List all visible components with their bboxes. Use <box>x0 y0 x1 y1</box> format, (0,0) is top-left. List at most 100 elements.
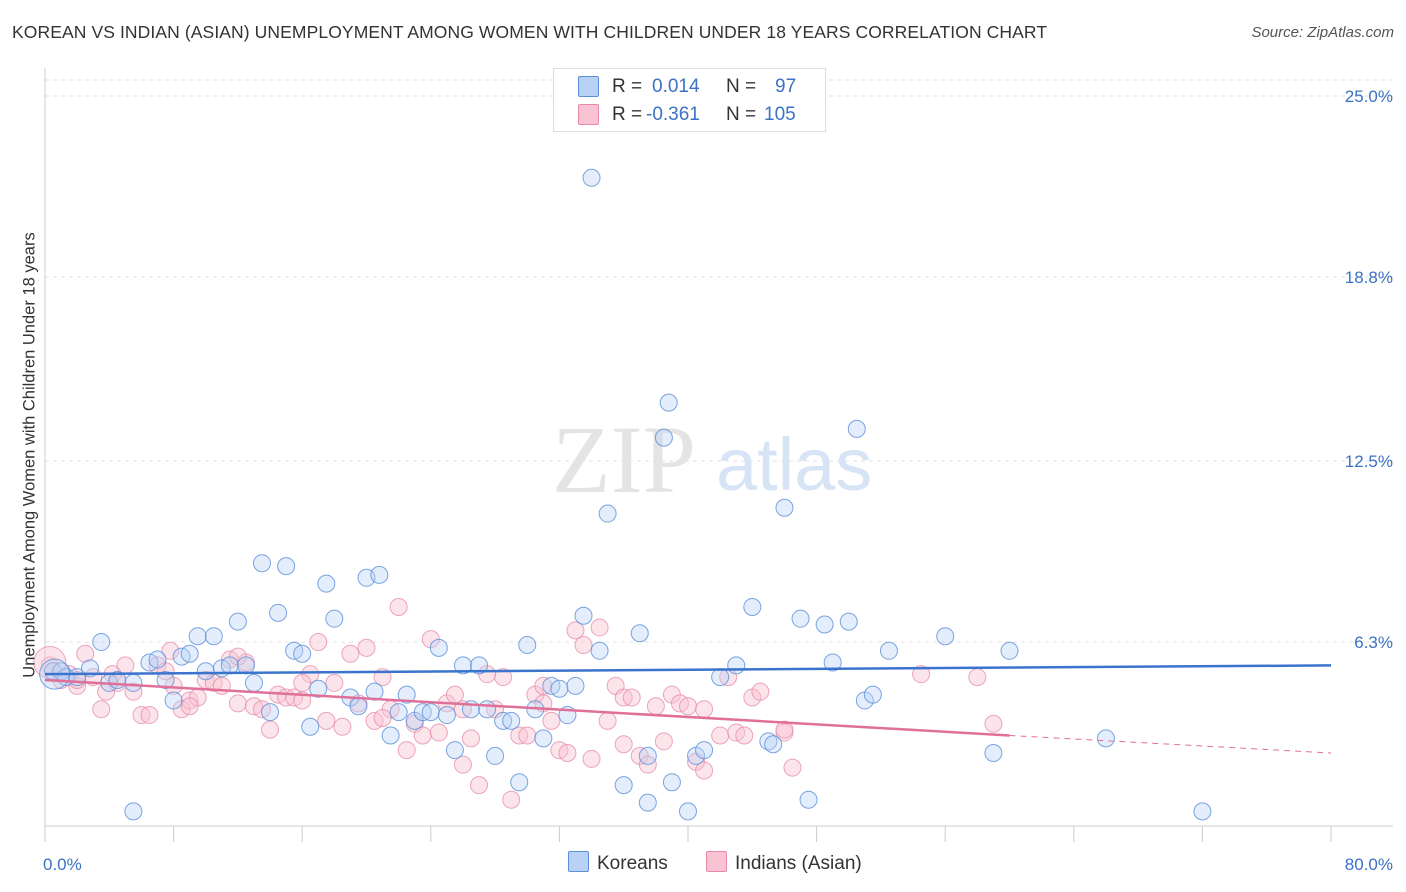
indian-point <box>429 723 448 742</box>
indian-point <box>566 621 585 640</box>
korean-point <box>654 428 673 447</box>
korean-point <box>799 790 818 809</box>
korean-point <box>582 168 601 187</box>
indian-point <box>775 720 794 739</box>
indians-trend-extension <box>1009 734 1332 754</box>
trend-lines <box>44 664 1332 754</box>
koreans-n-label: N = <box>726 76 757 97</box>
indian-point <box>783 758 802 777</box>
koreans-trend-line <box>44 664 1332 676</box>
y-tick-label: 25.0% <box>1345 87 1393 106</box>
korean-point <box>638 793 657 812</box>
indian-point <box>542 711 561 730</box>
korean-point <box>92 633 111 652</box>
indian-point <box>751 682 770 701</box>
korean-point <box>277 557 296 576</box>
korean-point <box>244 673 263 692</box>
korean-point <box>659 393 678 412</box>
korean-point <box>228 612 247 631</box>
indian-point <box>646 697 665 716</box>
korean-point <box>984 744 1003 762</box>
indians-n-value: 105 <box>764 104 796 125</box>
indian-point <box>558 744 577 762</box>
korean-point <box>156 671 175 689</box>
korean-point <box>1096 729 1115 748</box>
korean-point <box>389 703 408 722</box>
korean-point <box>236 656 255 675</box>
korean-point <box>574 606 593 625</box>
x-tick-label: 80.0% <box>1345 855 1393 874</box>
legend-koreans-label: Koreans <box>597 853 668 874</box>
watermark-atlas: atlas <box>716 423 872 506</box>
indian-point <box>582 749 601 768</box>
chart-title: KOREAN VS INDIAN (ASIAN) UNEMPLOYMENT AM… <box>12 22 1048 42</box>
x-tick-labels: 0.0% 80.0% <box>43 855 1393 874</box>
legend-koreans: Koreans <box>568 851 668 875</box>
korean-point <box>863 685 882 704</box>
korean-point <box>550 679 569 698</box>
korean-point <box>679 802 697 821</box>
indian-point <box>695 700 714 719</box>
indian-point <box>373 708 392 727</box>
koreans-swatch <box>578 76 599 97</box>
legend-indians-label: Indians (Asian) <box>735 853 862 874</box>
korean-point <box>566 676 585 695</box>
korean-point <box>534 729 553 748</box>
korean-point <box>823 653 842 672</box>
indian-point <box>494 668 513 687</box>
korean-point <box>879 641 898 660</box>
korean-point <box>81 659 100 678</box>
korean-point <box>293 644 312 663</box>
stats-legend-box: R = 0.014 N = 97 R = -0.361 N = 105 <box>553 68 826 132</box>
korean-point <box>486 746 505 765</box>
korean-point <box>196 662 215 681</box>
indians-swatch <box>578 104 599 125</box>
indian-point <box>389 598 408 616</box>
korean-point <box>381 726 400 745</box>
y-tick-labels: 6.3% 12.5% 18.8% 25.0% <box>1345 87 1393 652</box>
korean-point <box>630 624 649 643</box>
indian-point <box>984 714 1003 733</box>
indian-point <box>33 645 67 679</box>
korean-point <box>445 741 464 760</box>
indians-trend-line <box>44 678 1010 737</box>
korean-point <box>743 598 762 616</box>
y-tick-label: 6.3% <box>1354 633 1393 652</box>
korean-point <box>124 802 143 821</box>
y-tick-label: 12.5% <box>1345 452 1393 471</box>
korean-point <box>370 565 389 584</box>
indian-point <box>968 668 987 687</box>
x-tick-label: 0.0% <box>43 855 82 874</box>
korean-point <box>695 741 714 760</box>
indian-point <box>461 729 480 748</box>
indian-point <box>397 741 416 760</box>
korean-point <box>180 644 199 663</box>
indian-point <box>357 638 376 657</box>
korean-point <box>204 627 223 646</box>
korean-point <box>518 635 537 654</box>
indian-point <box>293 673 312 692</box>
korean-point <box>1193 802 1212 821</box>
korean-point <box>164 691 183 710</box>
legend-indians: Indians (Asian) <box>706 851 862 875</box>
indian-point <box>598 711 617 730</box>
korean-point <box>759 732 778 751</box>
y-axis-label: Unemployment Among Women with Children U… <box>20 232 39 678</box>
korean-point <box>349 697 368 716</box>
korean-point <box>429 638 448 657</box>
indian-point <box>341 644 360 663</box>
indian-point <box>140 706 159 725</box>
korean-point <box>188 627 207 646</box>
watermark: ZIP atlas <box>552 406 872 513</box>
legend-koreans-swatch <box>568 851 589 872</box>
indian-point <box>309 633 328 652</box>
axes <box>44 68 1393 842</box>
indian-point <box>679 697 697 716</box>
korean-point <box>590 641 609 660</box>
korean-point <box>614 776 633 795</box>
indian-point <box>502 790 521 809</box>
korean-point <box>309 679 328 698</box>
korean-point <box>269 603 288 622</box>
indian-point <box>333 717 352 736</box>
source-label: Source: ZipAtlas.com <box>1251 24 1394 41</box>
